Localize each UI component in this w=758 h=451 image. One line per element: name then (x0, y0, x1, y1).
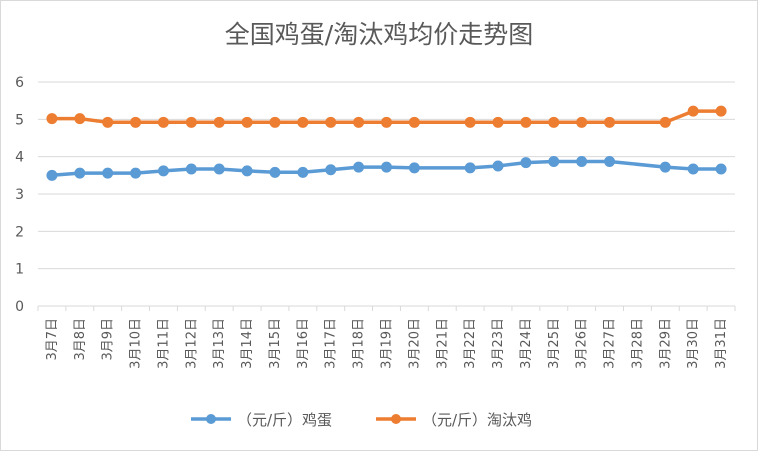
x-tick-label: 3月24日 (519, 318, 534, 369)
data-point-series-2 (604, 116, 616, 128)
data-point-series-1 (157, 165, 169, 177)
data-point-series-1 (213, 163, 225, 175)
legend-label-1: （元/斤）鸡蛋 (237, 411, 332, 429)
data-point-series-2 (464, 116, 476, 128)
x-tick-label: 3月30日 (686, 318, 701, 369)
data-point-series-1 (548, 156, 560, 168)
y-tick-label-3: 3 (15, 187, 24, 203)
x-tick-label: 3月12日 (184, 318, 199, 369)
data-point-series-2 (715, 105, 727, 117)
y-tick-label-1: 1 (15, 262, 24, 278)
data-point-series-1 (687, 163, 699, 175)
x-tick-label: 3月10日 (129, 318, 144, 369)
data-point-series-2 (185, 116, 197, 128)
data-point-series-2 (492, 116, 504, 128)
data-point-series-2 (408, 116, 420, 128)
y-tick-label-4: 4 (15, 150, 24, 166)
data-point-series-2 (687, 105, 699, 117)
data-point-series-2 (213, 116, 225, 128)
data-point-series-1 (74, 167, 86, 179)
legend-marker-2 (391, 414, 401, 424)
x-tick-label: 3月13日 (212, 318, 227, 369)
data-point-series-2 (157, 116, 169, 128)
x-tick-label: 3月22日 (463, 318, 478, 369)
x-tick-label: 3月7日 (45, 318, 60, 361)
data-point-series-2 (74, 113, 86, 125)
data-point-series-2 (269, 116, 281, 128)
data-point-series-1 (464, 162, 476, 174)
data-point-series-1 (46, 169, 58, 181)
x-tick-label: 3月14日 (240, 318, 255, 369)
data-point-series-1 (297, 166, 309, 178)
x-tick-label: 3月19日 (380, 318, 395, 369)
data-point-series-1 (576, 156, 588, 168)
data-point-series-2 (102, 116, 114, 128)
chart-title: 全国鸡蛋/淘汰鸡均价走势图 (224, 20, 534, 49)
x-tick-label: 3月29日 (658, 318, 673, 369)
data-point-series-2 (46, 113, 58, 125)
data-point-series-1 (325, 164, 337, 176)
x-tick-label: 3月15日 (268, 318, 283, 369)
legend-marker-1 (206, 414, 216, 424)
data-point-series-2 (130, 116, 142, 128)
x-tick-label: 3月8日 (73, 318, 88, 361)
x-tick-label: 3月28日 (630, 318, 645, 369)
data-point-series-1 (492, 160, 504, 172)
data-point-series-1 (715, 163, 727, 175)
data-point-series-1 (241, 165, 253, 177)
data-point-series-1 (102, 167, 114, 179)
x-tick-label: 3月11日 (156, 318, 171, 369)
data-point-series-1 (269, 166, 281, 178)
data-point-series-1 (130, 167, 142, 179)
data-point-series-2 (381, 116, 392, 128)
y-tick-label-2: 2 (15, 224, 24, 240)
x-tick-label: 3月26日 (575, 318, 590, 369)
x-tick-label: 3月20日 (407, 318, 422, 369)
data-point-series-2 (548, 116, 560, 128)
data-point-series-2 (297, 116, 309, 128)
data-point-series-1 (408, 162, 420, 174)
data-point-series-1 (604, 156, 616, 168)
x-tick-label: 3月18日 (352, 318, 367, 369)
x-tick-label: 3月9日 (101, 318, 116, 361)
data-point-series-2 (520, 116, 532, 128)
x-tick-label: 3月17日 (324, 318, 339, 369)
x-tick-label: 3月25日 (547, 318, 562, 369)
x-tick-label: 3月23日 (491, 318, 506, 369)
x-tick-label: 3月31日 (714, 318, 729, 369)
data-point-series-1 (381, 161, 392, 173)
legend-label-2: （元/斤）淘汰鸡 (422, 411, 532, 429)
data-point-series-1 (353, 161, 365, 173)
y-tick-label-5: 5 (15, 112, 24, 128)
data-point-series-2 (241, 116, 253, 128)
x-tick-label: 3月21日 (435, 318, 450, 369)
x-tick-label: 3月27日 (603, 318, 618, 369)
y-tick-label-6: 6 (15, 75, 24, 91)
x-tick-label: 3月16日 (296, 318, 311, 369)
y-tick-label-0: 0 (15, 299, 24, 315)
data-point-series-2 (353, 116, 365, 128)
data-point-series-1 (659, 161, 671, 173)
data-point-series-2 (576, 116, 588, 128)
data-point-series-1 (185, 163, 197, 175)
data-point-series-1 (520, 157, 532, 169)
data-point-series-2 (325, 116, 337, 128)
data-point-series-2 (659, 116, 671, 128)
